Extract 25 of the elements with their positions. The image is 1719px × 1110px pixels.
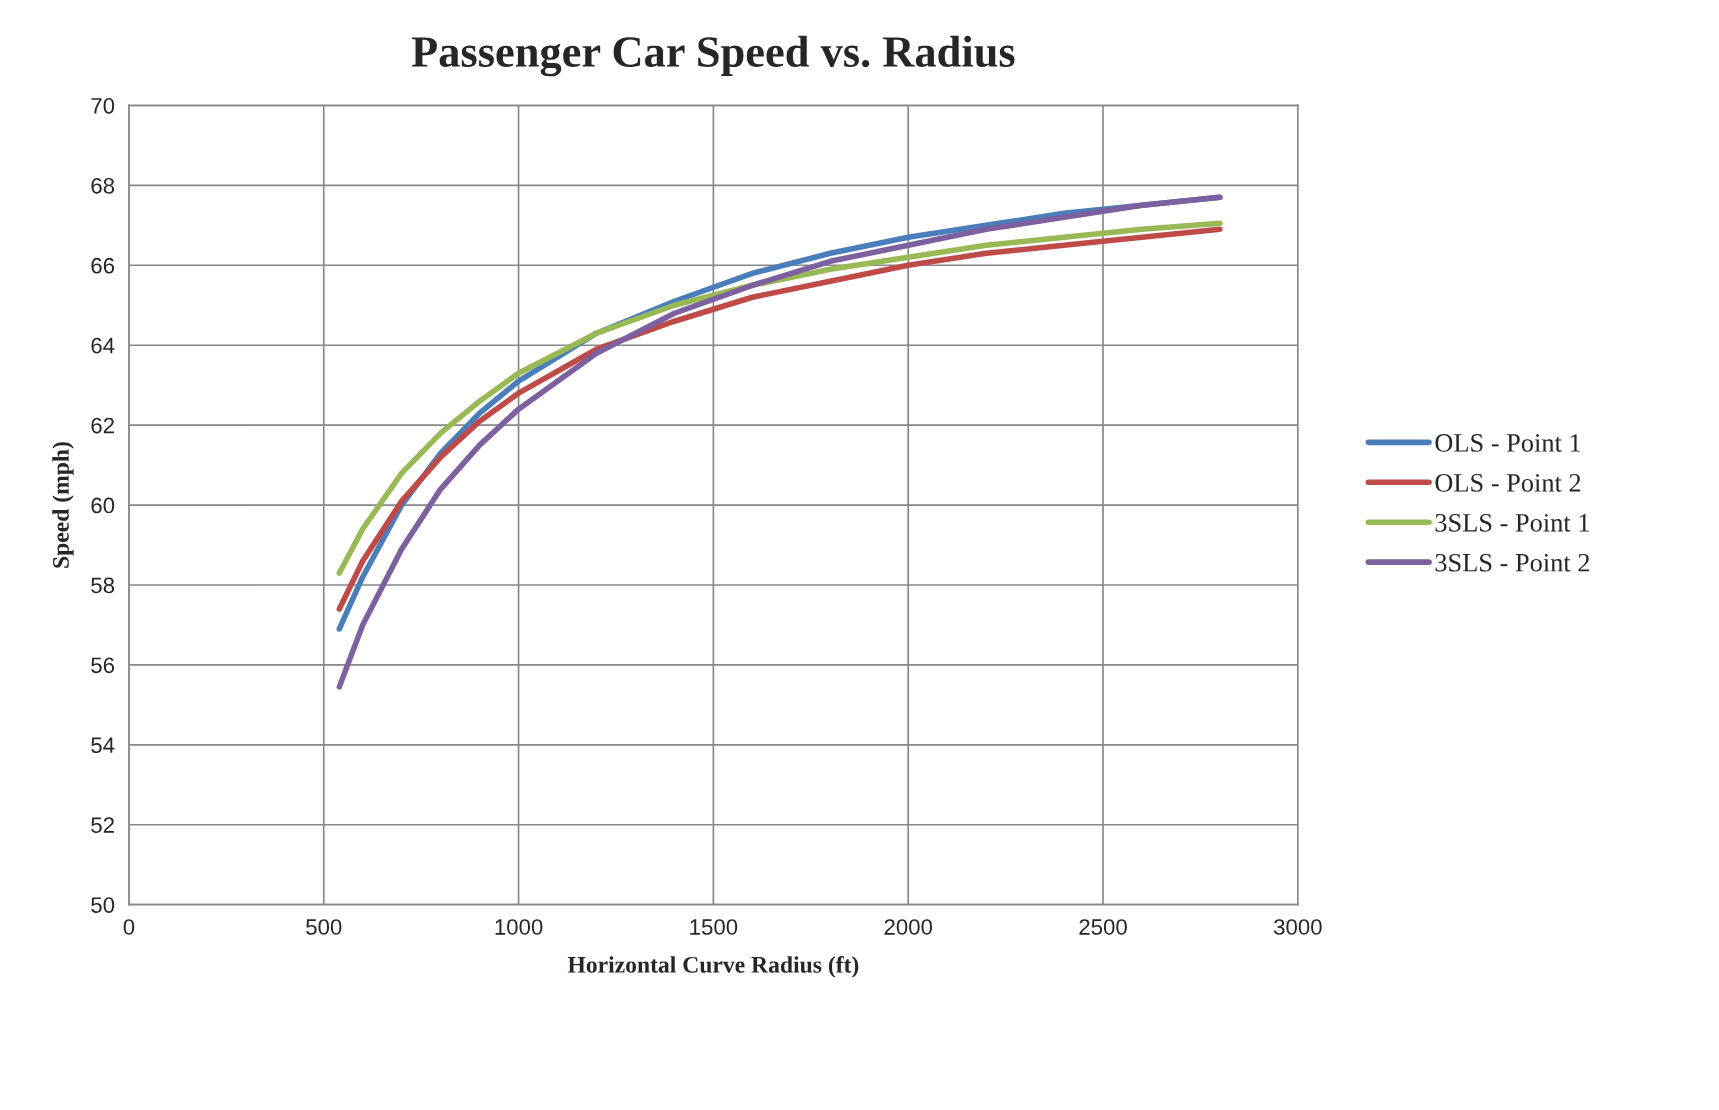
y-tick-label: 62 [91,417,114,434]
y-tick-label: 64 [91,337,115,354]
y-tick-label: 56 [91,657,115,674]
y-axis-title: Speed (mph) [52,442,74,568]
legend-label: 3SLS - Point 1 [1435,513,1589,532]
y-tick-label: 50 [91,897,115,913]
y-tick-label: 52 [91,817,114,833]
x-axis-title: Horizontal Curve Radius (ft) [567,955,859,978]
x-tick-label: 1000 [495,919,543,935]
y-tick-label: 60 [91,497,115,514]
x-tick-label: 500 [306,919,342,935]
legend-label: OLS - Point 2 [1435,474,1581,492]
x-tick-label: 0 [123,919,135,935]
x-tick-label: 3000 [1273,919,1322,935]
legend-label: 3SLS - Point 2 [1435,553,1590,572]
y-tick-label: 58 [91,577,115,594]
chart-title: Passenger Car Speed vs. Radius [411,35,1015,77]
y-tick-label: 70 [91,97,115,114]
y-tick-label: 68 [91,177,115,194]
y-tick-label: 54 [91,737,115,754]
x-tick-label: 2000 [884,919,933,935]
y-tick-label: 66 [91,257,115,274]
x-tick-label: 1500 [690,919,738,935]
legend-label: OLS - Point 1 [1435,434,1581,452]
x-tick-label: 2500 [1079,919,1127,935]
